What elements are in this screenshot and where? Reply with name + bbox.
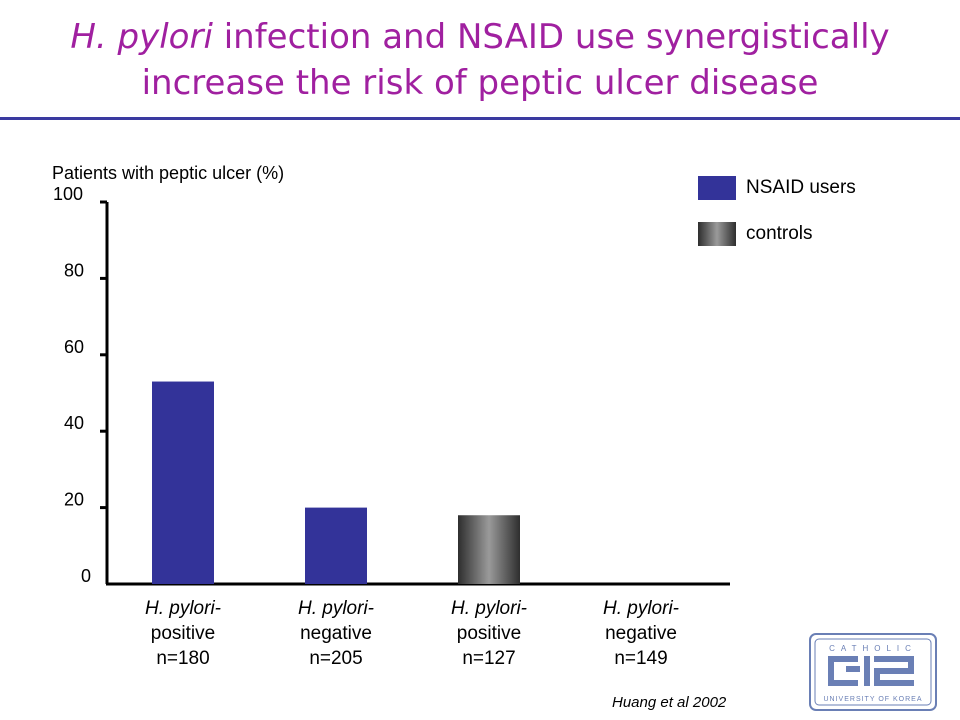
svg-text:UNIVERSITY OF KOREA: UNIVERSITY OF KOREA <box>824 696 923 703</box>
y-axis-label: Patients with peptic ulcer (%) <box>52 163 285 183</box>
y-tick-label-80: 80 <box>64 260 84 280</box>
y-tick-label-0: 0 <box>81 566 91 586</box>
university-seal-logo: CATHOLIC UNIVERSITY OF KOREA <box>809 633 937 711</box>
y-tick-label-40: 40 <box>64 413 84 433</box>
category-2-line-3: n=205 <box>309 648 363 669</box>
category-4-line-1: H. pylori- <box>602 598 679 619</box>
legend-label-controls: controls <box>746 223 813 244</box>
legend-item-nsaid: NSAID users <box>698 176 856 200</box>
legend-swatch-controls <box>698 222 736 246</box>
category-label-1: H. pylori- positive n=180 <box>108 596 258 671</box>
category-label-2: H. pylori- negative n=205 <box>261 596 411 671</box>
category-label-3: H. pylori- positive n=127 <box>414 596 564 671</box>
bar-2 <box>305 507 367 584</box>
title-rest: infection and NSAID use synergistically <box>212 17 890 57</box>
title-line-2: increase the risk of peptic ulcer diseas… <box>141 63 819 103</box>
category-3-line-2: positive <box>456 623 522 644</box>
category-1-line-2: positive <box>150 623 216 644</box>
category-3-line-1: H. pylori- <box>450 598 527 619</box>
category-2-line-1: H. pylori- <box>297 598 374 619</box>
bar-3 <box>458 515 520 584</box>
bar-1 <box>152 381 214 584</box>
category-3-line-3: n=127 <box>462 648 516 669</box>
title-line-1: H. pylori infection and NSAID use synerg… <box>0 14 960 60</box>
category-1-line-1: H. pylori- <box>144 598 221 619</box>
title-italic: H. pylori <box>70 17 213 57</box>
category-2-line-2: negative <box>300 623 372 644</box>
category-4-line-2: negative <box>605 623 677 644</box>
legend-item-controls: controls <box>698 222 813 246</box>
source-citation: Huang et al 2002 <box>612 694 727 711</box>
category-1-line-3: n=180 <box>156 648 210 669</box>
y-tick-label-60: 60 <box>64 337 84 357</box>
category-label-4: H. pylori- negative n=149 <box>566 596 716 671</box>
title-divider <box>0 117 960 120</box>
y-tick-label-20: 20 <box>64 490 84 510</box>
legend-label-nsaid: NSAID users <box>746 177 856 198</box>
category-4-line-3: n=149 <box>614 648 668 669</box>
page-title: H. pylori infection and NSAID use synerg… <box>0 14 960 106</box>
legend-swatch-nsaid <box>698 176 736 200</box>
svg-text:CATHOLIC: CATHOLIC <box>829 644 917 653</box>
y-tick-label-100: 100 <box>53 184 83 204</box>
